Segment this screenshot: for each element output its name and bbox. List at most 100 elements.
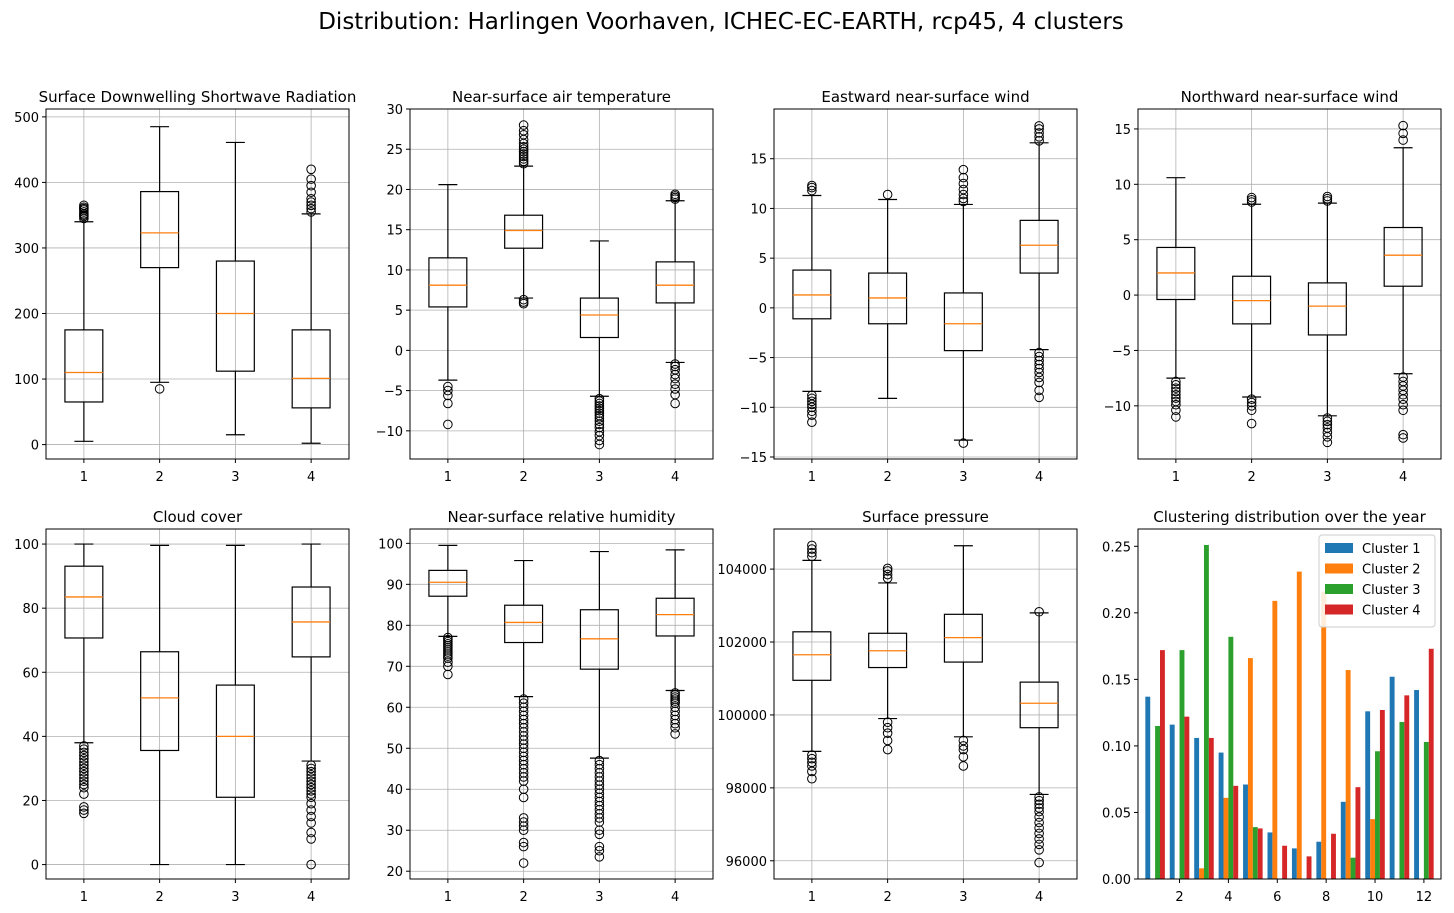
outlier-point [306,827,316,838]
outlier-point [1398,135,1408,145]
outlier-point [306,786,316,796]
y-tick-label: −5 [384,385,403,400]
x-tick-label: 12 [1416,890,1433,905]
outlier-point [807,180,817,191]
box-iqr [1019,219,1059,274]
outlier-point [1246,418,1257,429]
outlier-point [1034,359,1044,370]
box-iqr [1383,226,1423,287]
outlier-point [306,766,316,777]
y-tick-label: 104000 [717,563,767,578]
bar [1194,737,1200,879]
y-tick-label: 100 [378,537,403,552]
y-tick-label: 300 [14,242,39,257]
box-1 [428,184,468,430]
outlier-point [306,773,316,783]
box-4 [291,164,331,444]
y-tick-label: 30 [386,103,403,118]
outlier-point [958,172,969,183]
outlier-point [1322,191,1333,202]
series-cluster-1 [1145,676,1420,879]
box-iqr [1307,282,1347,336]
outlier-point [1171,399,1181,410]
outlier-point [518,149,529,159]
outlier-point [594,435,605,446]
box-iqr [428,569,468,597]
subplot-title: Surface Downwelling Shortwave Radiation [39,88,357,106]
x-tick-label: 3 [231,470,239,485]
box-3 [943,545,983,771]
outlier-point [306,834,316,844]
outlier-point [306,174,316,184]
outlier-point [1398,128,1408,139]
outlier-point [670,398,680,409]
box-iqr [64,329,104,403]
subplot-1: 0 100 200 300 400 500 1 2 3 4 Surface Downwelling … [14,88,356,485]
outlier-point [518,144,529,155]
outlier-point [882,566,893,576]
bar [1375,751,1380,879]
box-iqr [943,292,983,352]
bar [1199,868,1204,879]
bar [1428,648,1434,879]
outlier-point [1034,839,1044,850]
outlier-point [882,569,893,580]
outlier-point [807,750,817,760]
y-tick-label: 100 [14,373,39,388]
outlier-point [807,547,817,558]
subplot-title: Eastward near-surface wind [821,88,1029,106]
outlier-point [1322,437,1333,448]
outlier-point [958,164,969,175]
outlier-point [594,408,605,418]
y-tick-label: 30 [386,824,403,839]
outlier-point [1246,394,1257,404]
subplot-title: Surface pressure [862,508,989,526]
y-tick-label: 0.05 [1102,806,1131,821]
box-4 [291,543,331,870]
legend-frame [1318,534,1436,628]
bar [1370,819,1376,879]
outlier-point [1034,132,1044,142]
box-iqr [140,190,180,269]
outlier-point [594,413,605,423]
bar [1252,827,1258,879]
outlier-point [443,669,453,680]
outlier-point [1171,405,1181,416]
outlier-point [594,813,605,823]
axes-frame [45,108,350,460]
bar [1179,650,1185,879]
x-tick-label: 2 [883,470,891,485]
outlier-point [443,398,453,409]
outlier-point [1171,379,1181,390]
outlier-point [1034,795,1044,806]
outlier-point [518,151,529,162]
box-1 [64,543,104,819]
box-2 [504,120,544,309]
outlier-point [79,779,89,790]
outlier-point [594,393,605,404]
outlier-point [958,741,969,751]
outlier-point [518,154,529,164]
y-tick-label: 0 [31,439,39,454]
y-tick-label: 10 [750,202,767,217]
outlier-point [306,859,316,870]
box-4 [1019,606,1059,868]
outlier-point [670,729,680,739]
outlier-point [807,417,817,428]
box-4 [1383,120,1423,443]
outlier-point [1034,367,1044,378]
outlier-point [958,196,969,207]
axes-frame [1137,528,1442,880]
y-tick-label: 0.20 [1102,607,1131,622]
subplot-title: Near-surface relative humidity [447,508,675,526]
y-tick-label: 96000 [726,855,767,870]
outlier-point [807,185,817,196]
y-tick-label: 10 [1114,178,1131,193]
outlier-point [1398,399,1408,410]
outlier-point [518,156,529,167]
x-tick-label: 2 [1247,470,1255,485]
x-tick-label: 4 [671,890,679,905]
outlier-point [1171,383,1181,393]
outlier-point [79,760,89,771]
x-tick-label: 2 [155,890,163,905]
